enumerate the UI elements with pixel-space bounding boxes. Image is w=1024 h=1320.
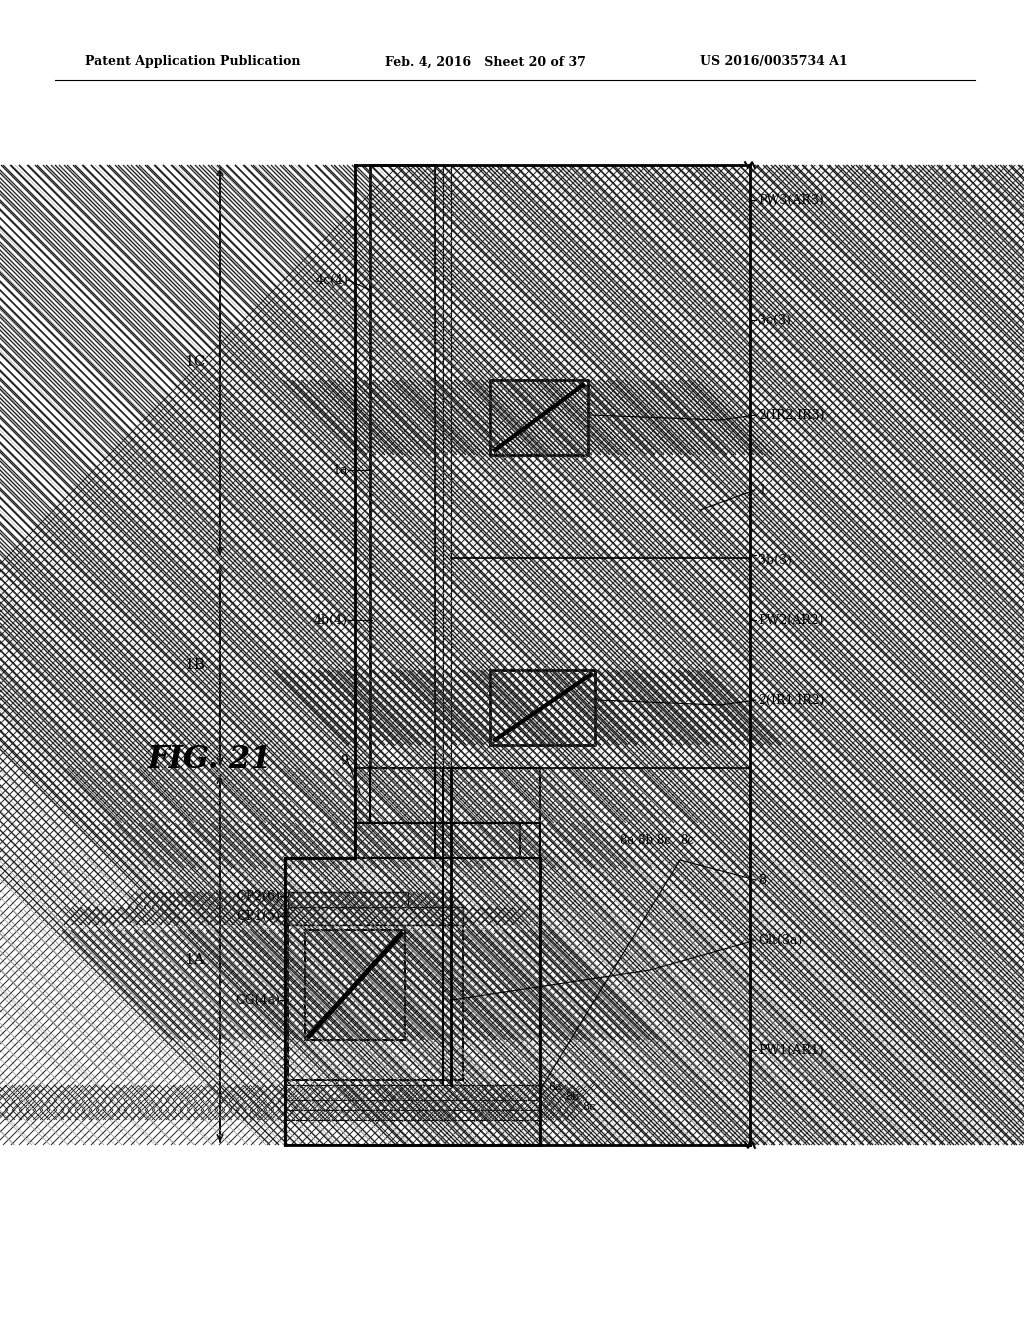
- Text: US 2016/0035734 A1: US 2016/0035734 A1: [700, 55, 848, 69]
- Text: Feb. 4, 2016   Sheet 20 of 37: Feb. 4, 2016 Sheet 20 of 37: [385, 55, 586, 69]
- Text: PW2(AR2): PW2(AR2): [758, 614, 823, 627]
- Bar: [285, 1085, 540, 1100]
- Bar: [435, 165, 443, 1144]
- Text: 8a 8b 8c: 8a 8b 8c: [620, 833, 671, 846]
- Text: CP2(6): CP2(6): [237, 890, 280, 903]
- Text: 3b(3): 3b(3): [758, 553, 792, 566]
- Text: PW1(AR1): PW1(AR1): [758, 1044, 823, 1056]
- Bar: [288, 907, 463, 925]
- Text: CP1(5): CP1(5): [237, 909, 280, 923]
- Text: CG(4a): CG(4a): [234, 994, 280, 1006]
- Bar: [443, 165, 451, 1144]
- Text: 8: 8: [758, 874, 766, 887]
- Text: 8b: 8b: [565, 1092, 580, 1102]
- Text: 1B: 1B: [184, 657, 205, 672]
- Bar: [305, 931, 406, 1040]
- Bar: [490, 380, 588, 455]
- Text: 8a: 8a: [548, 1082, 562, 1092]
- Bar: [355, 165, 750, 1144]
- Bar: [355, 822, 520, 869]
- Text: 2(IR2,IR3): 2(IR2,IR3): [758, 408, 824, 421]
- Text: 8c: 8c: [582, 1102, 595, 1111]
- Bar: [285, 1110, 540, 1119]
- Text: 9: 9: [340, 754, 348, 767]
- Text: 4b(4): 4b(4): [314, 614, 348, 627]
- Text: 3c(3): 3c(3): [758, 314, 791, 326]
- Text: 1C: 1C: [183, 355, 205, 370]
- Text: 1A: 1A: [184, 953, 205, 968]
- Bar: [490, 671, 595, 744]
- Bar: [370, 165, 435, 1144]
- Text: 4c(4): 4c(4): [315, 273, 348, 286]
- Text: Patent Application Publication: Patent Application Publication: [85, 55, 300, 69]
- Text: 1: 1: [758, 483, 766, 496]
- Bar: [285, 858, 540, 1144]
- Text: PW3(AR3): PW3(AR3): [758, 194, 823, 206]
- Text: 8c: 8c: [680, 833, 694, 846]
- Text: 1a: 1a: [333, 463, 348, 477]
- Bar: [355, 768, 540, 822]
- Bar: [288, 909, 463, 1080]
- Text: Glt(3a): Glt(3a): [758, 933, 803, 946]
- Text: FIG. 21: FIG. 21: [148, 744, 272, 776]
- Bar: [285, 1100, 540, 1110]
- Bar: [288, 892, 408, 907]
- Text: 2(IR1,IR2): 2(IR1,IR2): [758, 693, 824, 706]
